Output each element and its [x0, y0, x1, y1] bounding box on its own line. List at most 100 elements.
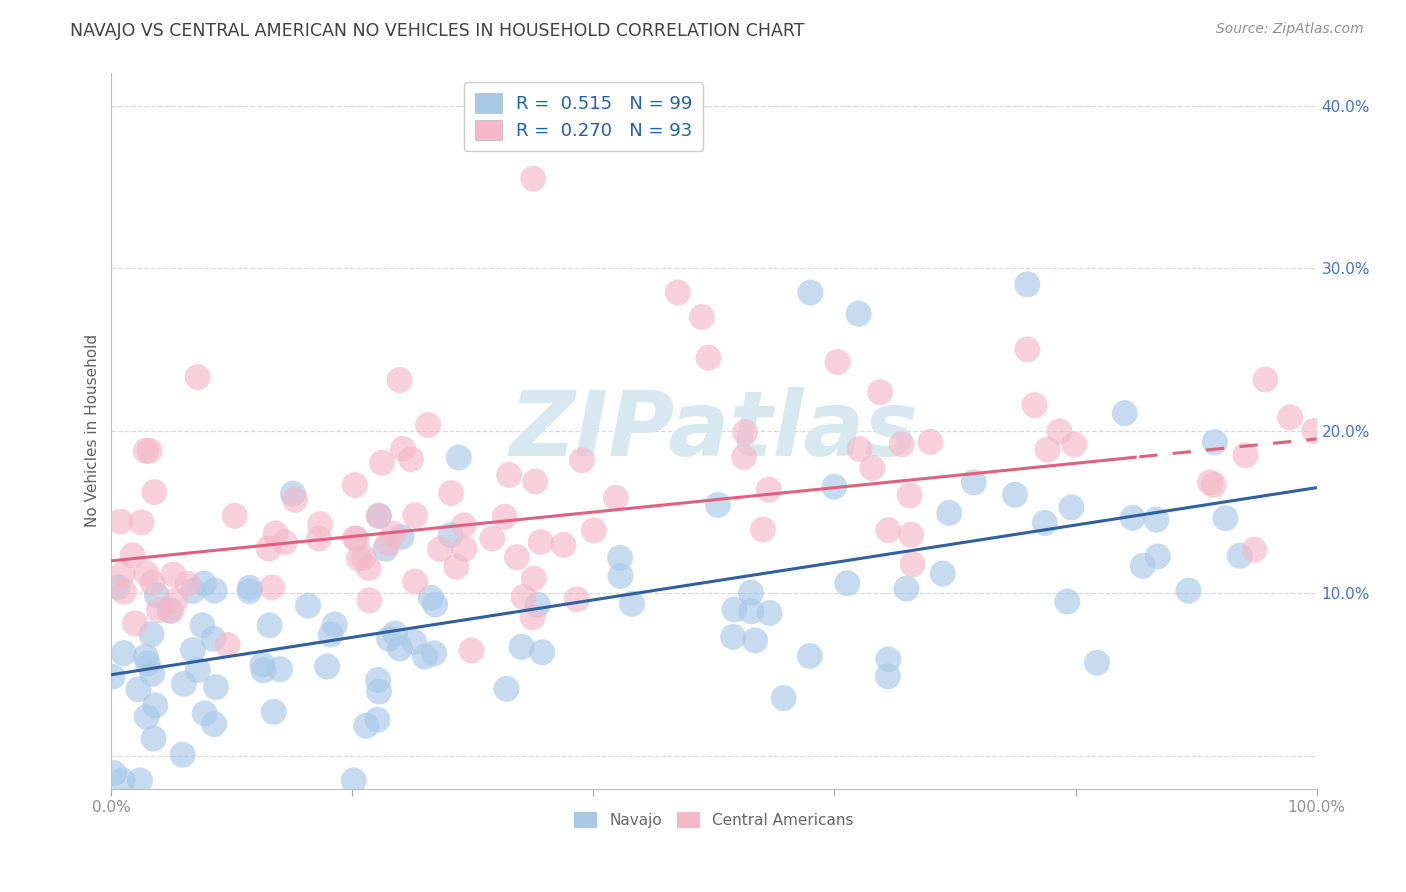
Point [173, 677, 195, 691]
Point [1085, 656, 1108, 670]
Point [920, 434, 942, 449]
Point [752, 523, 775, 537]
Point [343, 531, 366, 545]
Point [224, 508, 246, 523]
Point [1202, 477, 1225, 491]
Point [522, 610, 544, 624]
Point [368, 508, 391, 523]
Point [374, 541, 396, 556]
Point [129, 773, 152, 788]
Point [605, 491, 627, 505]
Point [404, 635, 426, 649]
Point [429, 542, 451, 557]
Point [257, 541, 280, 556]
Point [101, 670, 124, 684]
Point [124, 616, 146, 631]
Point [392, 442, 415, 456]
Point [297, 599, 319, 613]
Point [571, 453, 593, 467]
Point [827, 355, 849, 369]
Point [418, 417, 440, 432]
Point [160, 604, 183, 618]
Point [165, 593, 187, 607]
Point [347, 551, 370, 566]
Point [848, 307, 870, 321]
Point [531, 645, 554, 659]
Point [346, 532, 368, 546]
Point [1229, 549, 1251, 563]
Point [157, 603, 180, 617]
Point [176, 576, 198, 591]
Point [1122, 511, 1144, 525]
Point [1060, 500, 1083, 515]
Point [143, 698, 166, 713]
Point [371, 456, 394, 470]
Point [354, 719, 377, 733]
Point [1132, 558, 1154, 573]
Point [404, 574, 426, 589]
Point [204, 583, 226, 598]
Point [1024, 398, 1046, 412]
Point [932, 566, 955, 581]
Point [506, 550, 529, 565]
Point [938, 506, 960, 520]
Point [1279, 410, 1302, 425]
Point [319, 627, 342, 641]
Point [127, 682, 149, 697]
Point [419, 591, 441, 605]
Point [269, 662, 291, 676]
Point [238, 584, 260, 599]
Point [388, 373, 411, 387]
Point [112, 584, 135, 599]
Point [187, 663, 209, 677]
Point [440, 528, 463, 542]
Point [877, 669, 900, 683]
Point [758, 606, 780, 620]
Point [447, 450, 470, 465]
Point [135, 710, 157, 724]
Point [823, 480, 845, 494]
Point [901, 558, 924, 572]
Point [181, 643, 204, 657]
Point [260, 581, 283, 595]
Point [202, 632, 225, 646]
Point [259, 618, 281, 632]
Point [1243, 542, 1265, 557]
Point [860, 461, 883, 475]
Point [900, 528, 922, 542]
Point [391, 530, 413, 544]
Point [135, 649, 157, 664]
Point [366, 713, 388, 727]
Point [284, 492, 307, 507]
Point [510, 640, 533, 654]
Point [1114, 406, 1136, 420]
Point [377, 536, 399, 550]
Point [239, 581, 262, 595]
Point [145, 588, 167, 602]
Text: NAVAJO VS CENTRAL AMERICAN NO VEHICLES IN HOUSEHOLD CORRELATION CHART: NAVAJO VS CENTRAL AMERICAN NO VEHICLES I… [70, 22, 804, 40]
Point [281, 486, 304, 500]
Point [378, 632, 401, 646]
Point [621, 597, 644, 611]
Point [523, 572, 546, 586]
Point [723, 602, 745, 616]
Point [162, 567, 184, 582]
Point [440, 486, 463, 500]
Point [772, 691, 794, 706]
Point [1144, 512, 1167, 526]
Point [413, 649, 436, 664]
Point [963, 475, 986, 490]
Point [1017, 343, 1039, 357]
Point [110, 515, 132, 529]
Point [357, 561, 380, 575]
Point [367, 673, 389, 687]
Point [141, 627, 163, 641]
Point [481, 532, 503, 546]
Point [252, 664, 274, 678]
Point [877, 523, 900, 537]
Point [141, 666, 163, 681]
Point [202, 717, 225, 731]
Point [309, 517, 332, 532]
Point [1234, 448, 1257, 462]
Point [697, 351, 720, 365]
